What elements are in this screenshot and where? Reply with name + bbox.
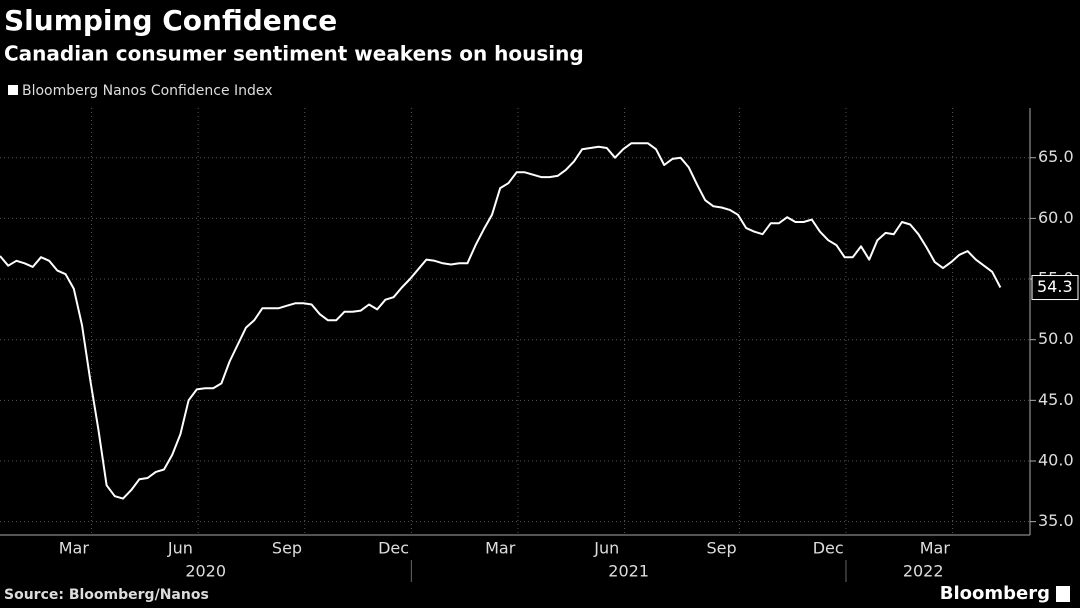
chart-subtitle: Canadian consumer sentiment weakens on h… (4, 42, 584, 66)
x-tick-label: Jun (167, 539, 193, 558)
y-tick-label: 60.0 (1038, 208, 1074, 227)
last-value-label: 54.3 (1037, 277, 1073, 296)
x-tick-label: Dec (378, 539, 409, 558)
x-tick-label: Jun (593, 539, 619, 558)
x-tick-label: Mar (59, 539, 90, 558)
source: Source: Bloomberg/Nanos (4, 587, 209, 603)
logo: Bloomberg (940, 583, 1050, 604)
chart-title: Slumping Confidence (4, 4, 337, 37)
legend-swatch (8, 85, 18, 95)
last-value-box (1031, 275, 1079, 301)
y-tick-label: 50.0 (1038, 329, 1074, 348)
x-tick-label: Dec (813, 539, 844, 558)
x-tick-label: Mar (485, 539, 516, 558)
y-tick-label: 35.0 (1038, 511, 1074, 530)
x-group-label: 2020 (185, 562, 226, 581)
x-tick-label: Sep (272, 539, 302, 558)
x-tick-label: Sep (707, 539, 737, 558)
legend-label: Bloomberg Nanos Confidence Index (22, 83, 273, 99)
y-tick-label: 65.0 (1038, 147, 1074, 166)
x-tick-label: Mar (920, 539, 951, 558)
x-group-label: 2022 (903, 562, 944, 581)
x-group-label: 2021 (608, 562, 649, 581)
y-tick-label: 45.0 (1038, 390, 1074, 409)
logo-icon (1056, 586, 1070, 602)
y-tick-label: 40.0 (1038, 451, 1074, 470)
line (0, 142, 1002, 500)
